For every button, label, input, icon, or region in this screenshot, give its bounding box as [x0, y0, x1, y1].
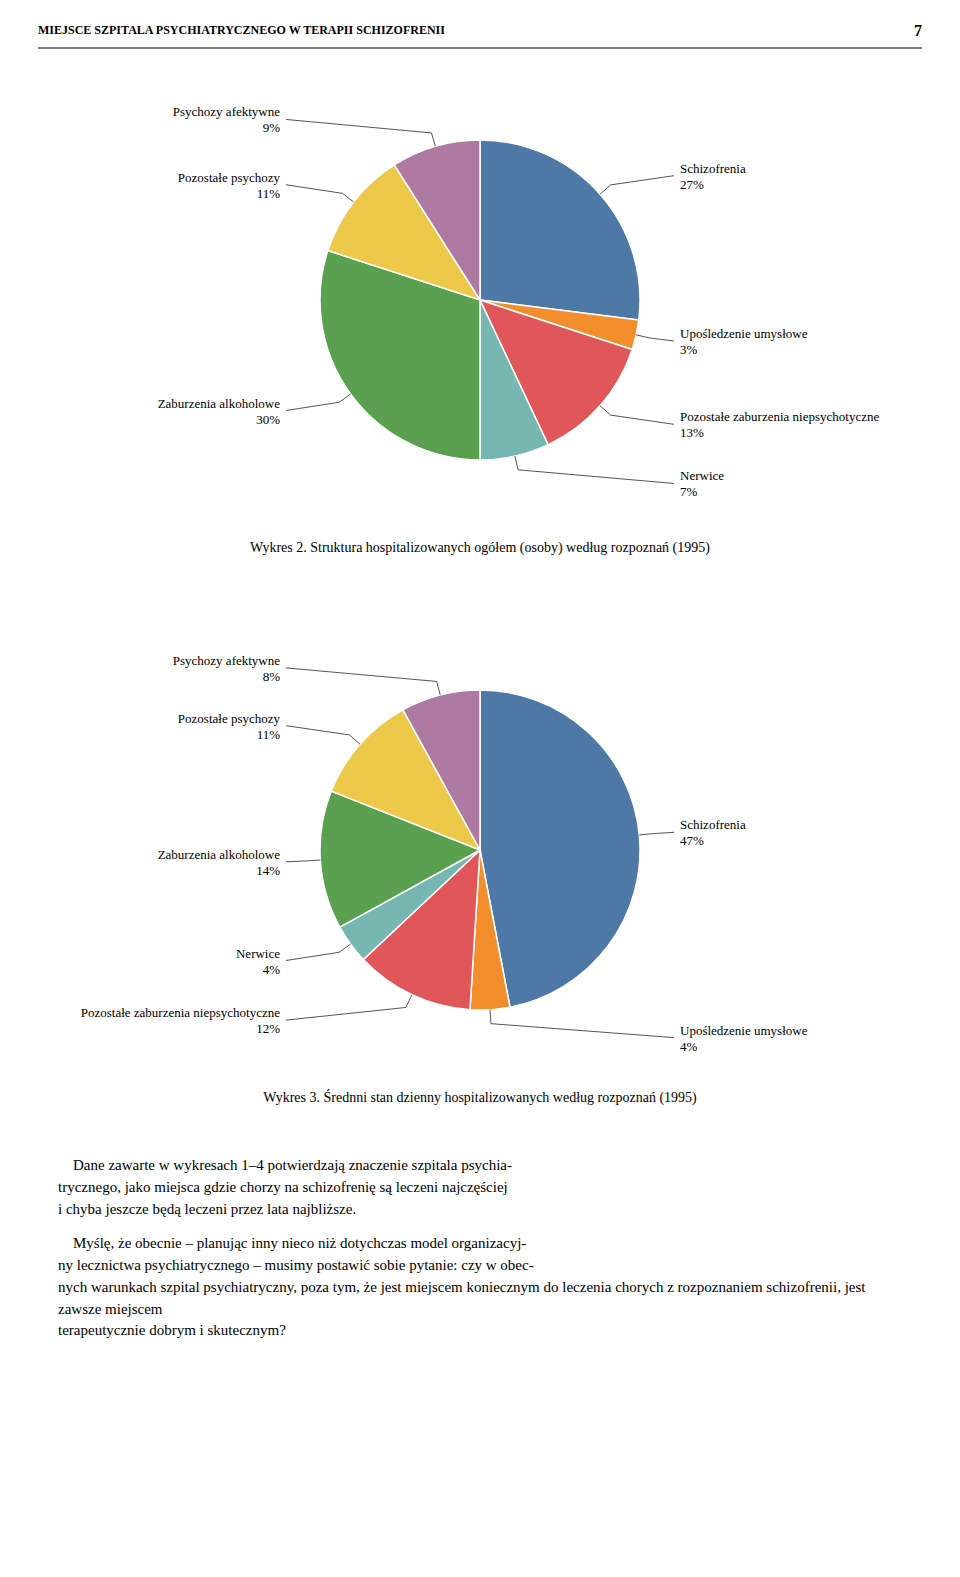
body-paragraph: Dane zawarte w wykresach 1–4 potwierdzaj…: [58, 1157, 512, 1217]
leader-line: [286, 995, 412, 1020]
slice-value: 30%: [256, 412, 280, 427]
body-line: i chyba jeszcze będą leczeni przez lata …: [58, 1201, 356, 1217]
slice-category: Nerwice: [680, 468, 724, 483]
body-line: nych warunkach szpital psychiatryczny, p…: [58, 1279, 866, 1295]
slice-category: Pozostałe psychozy: [178, 170, 281, 185]
slice-category: Zaburzenia alkoholowe: [158, 396, 281, 411]
leader-line: [286, 668, 440, 695]
slice-label: Schizofrenia27%: [680, 161, 746, 192]
pie-slice: [403, 690, 480, 850]
leader-line: [600, 176, 674, 195]
slice-value: 9%: [263, 120, 281, 135]
leader-line: [286, 860, 320, 862]
header-rule: [38, 47, 922, 48]
slices: [320, 140, 640, 460]
chart-title: Wykres 2. Struktura hospitalizowanych og…: [250, 540, 710, 556]
body-line: terapeutycznie dobrym i skutecznym?: [58, 1322, 286, 1338]
pie-chart: Schizofrenia47%Upośledzenie umysłowe4%Po…: [81, 653, 808, 1054]
slice-value: 14%: [256, 863, 280, 878]
slice-category: Upośledzenie umysłowe: [680, 1023, 808, 1038]
slice-label: Upośledzenie umysłowe3%: [680, 326, 808, 357]
slice-value: 11%: [257, 727, 281, 742]
slice-category: Pozostałe zaburzenia niepsychotyczne: [81, 1005, 280, 1020]
body-paragraph: Myślę, że obecnie – planując inny nieco …: [58, 1235, 866, 1338]
slice-label: Zaburzenia alkoholowe30%: [158, 396, 281, 427]
slice-label: Psychozy afektywne9%: [173, 104, 280, 135]
slice-value: 7%: [680, 484, 698, 499]
leader-line: [600, 406, 674, 425]
header-text: MIEJSCE SZPITALA PSYCHIATRYCZNEGO W TERA…: [38, 23, 445, 37]
slice-value: 4%: [680, 1039, 698, 1054]
slice-value: 27%: [680, 177, 704, 192]
slice-label: Upośledzenie umysłowe4%: [680, 1023, 808, 1054]
leader-line: [286, 394, 351, 410]
leader-line: [286, 944, 351, 960]
data-labels: Schizofrenia47%Upośledzenie umysłowe4%Po…: [81, 653, 808, 1054]
body-line: Myślę, że obecnie – planując inny nieco …: [58, 1235, 526, 1251]
body-line: zawsze miejscem: [58, 1301, 163, 1317]
leader-line: [636, 335, 674, 341]
slice-value: 13%: [680, 425, 704, 440]
slice-label: Schizofrenia47%: [680, 817, 746, 848]
pie-slice: [480, 690, 640, 1007]
pie-slice: [480, 300, 548, 460]
slice-label: Pozostałe zaburzenia niepsychotyczne13%: [680, 409, 879, 440]
slices: [320, 690, 640, 1010]
slice-category: Nerwice: [236, 946, 280, 961]
slice-label: Zaburzenia alkoholowe14%: [158, 847, 281, 878]
slice-value: 3%: [680, 342, 698, 357]
leader-line: [286, 185, 354, 202]
body-line: trycznego, jako miejsca gdzie chorzy na …: [58, 1179, 508, 1195]
leader-line: [639, 832, 674, 835]
slice-label: Pozostałe zaburzenia niepsychotyczne12%: [81, 1005, 280, 1036]
pie-slice: [394, 140, 480, 300]
page: MIEJSCE SZPITALA PSYCHIATRYCZNEGO W TERA…: [0, 0, 960, 1577]
body-line: ny lecznictwa psychiatrycznego – musimy …: [58, 1257, 534, 1273]
leader-line: [286, 119, 435, 146]
slice-value: 11%: [257, 186, 281, 201]
data-labels: Schizofrenia27% Upośledzenie umysłowe3% Po…: [158, 104, 880, 499]
slice-label: Pozostałe psychozy11%: [178, 711, 281, 742]
slice-label: Nerwice4%: [236, 946, 280, 977]
chart-title: Wykres 3. Średnni stan dzienny hospitali…: [263, 1089, 697, 1106]
page-number: 7: [914, 22, 922, 39]
body-line: Dane zawarte w wykresach 1–4 potwierdzaj…: [58, 1157, 512, 1173]
slice-value: 12%: [256, 1021, 280, 1036]
leader-line: [286, 726, 360, 745]
slice-label: Nerwice7%: [680, 468, 724, 499]
pie-slice: [480, 140, 640, 320]
slice-category: Schizofrenia: [680, 817, 746, 832]
pie-chart: Schizofrenia27% Upośledzenie umysłowe3% Po…: [158, 104, 880, 499]
slice-category: Pozostałe psychozy: [178, 711, 281, 726]
slice-category: Psychozy afektywne: [173, 104, 280, 119]
slice-category: Schizofrenia: [680, 161, 746, 176]
slice-value: 47%: [680, 833, 704, 848]
slice-value: 8%: [263, 669, 281, 684]
slice-category: Upośledzenie umysłowe: [680, 326, 808, 341]
leader-line: [515, 456, 674, 483]
leader-line: [490, 1010, 674, 1038]
slice-label: Pozostałe psychozy11%: [178, 170, 281, 201]
slice-label: Psychozy afektywne8%: [173, 653, 280, 684]
slice-value: 4%: [263, 962, 281, 977]
slice-category: Zaburzenia alkoholowe: [158, 847, 281, 862]
slice-category: Psychozy afektywne: [173, 653, 280, 668]
slice-category: Pozostałe zaburzenia niepsychotyczne: [680, 409, 879, 424]
